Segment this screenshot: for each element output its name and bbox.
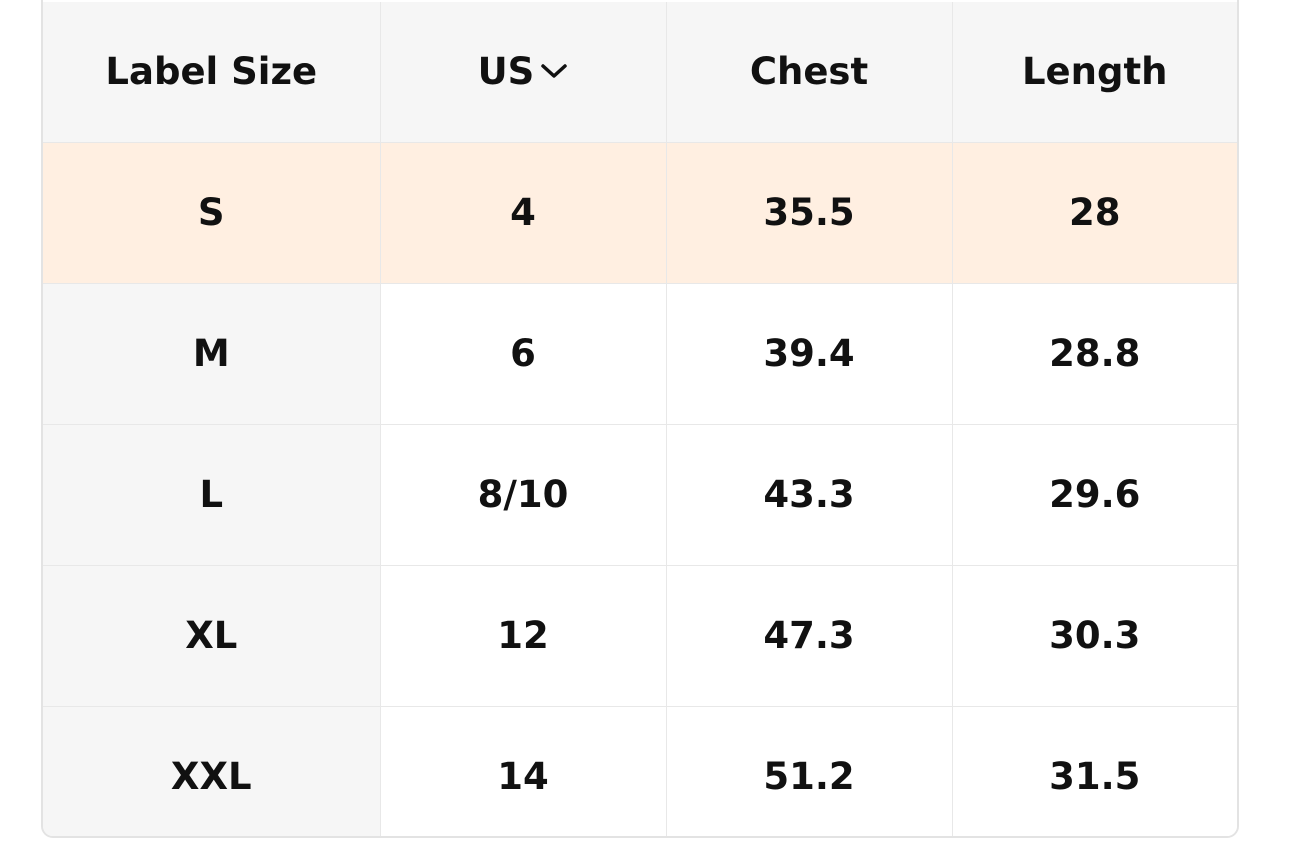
cell-length: 28.8 — [951, 282, 1237, 425]
cell-label: XXL — [43, 705, 381, 836]
cell-us: 8/10 — [379, 423, 667, 566]
cell-chest: 43.3 — [665, 423, 953, 566]
cell-label: M — [43, 282, 381, 425]
table-row[interactable]: M 6 39.4 28.8 — [43, 282, 1237, 425]
cell-length: 30.3 — [951, 564, 1237, 707]
header-length: Length — [951, 2, 1237, 143]
size-chart: Label Size US Chest Length S 4 35.5 28 M… — [41, 0, 1239, 838]
header-chest: Chest — [665, 2, 953, 143]
unit-selector[interactable]: US — [379, 2, 667, 143]
cell-us: 12 — [379, 564, 667, 707]
cell-length: 31.5 — [951, 705, 1237, 836]
table-row[interactable]: XL 12 47.3 30.3 — [43, 564, 1237, 707]
cell-chest: 35.5 — [665, 141, 953, 284]
table-row[interactable]: S 4 35.5 28 — [43, 141, 1237, 284]
header-label-size: Label Size — [43, 2, 381, 143]
table-row[interactable]: L 8/10 43.3 29.6 — [43, 423, 1237, 566]
chevron-down-icon — [541, 64, 568, 78]
size-table: Label Size US Chest Length S 4 35.5 28 M… — [43, 2, 1237, 836]
cell-length: 29.6 — [951, 423, 1237, 566]
cell-label: XL — [43, 564, 381, 707]
cell-us: 14 — [379, 705, 667, 836]
cell-label: S — [43, 141, 381, 284]
header-us: US — [477, 50, 535, 94]
cell-label: L — [43, 423, 381, 566]
cell-us: 4 — [379, 141, 667, 284]
header-row: Label Size US Chest Length — [43, 2, 1237, 143]
cell-chest: 51.2 — [665, 705, 953, 836]
cell-chest: 39.4 — [665, 282, 953, 425]
cell-us: 6 — [379, 282, 667, 425]
table-row[interactable]: XXL 14 51.2 31.5 — [43, 705, 1237, 836]
cell-chest: 47.3 — [665, 564, 953, 707]
cell-length: 28 — [951, 141, 1237, 284]
